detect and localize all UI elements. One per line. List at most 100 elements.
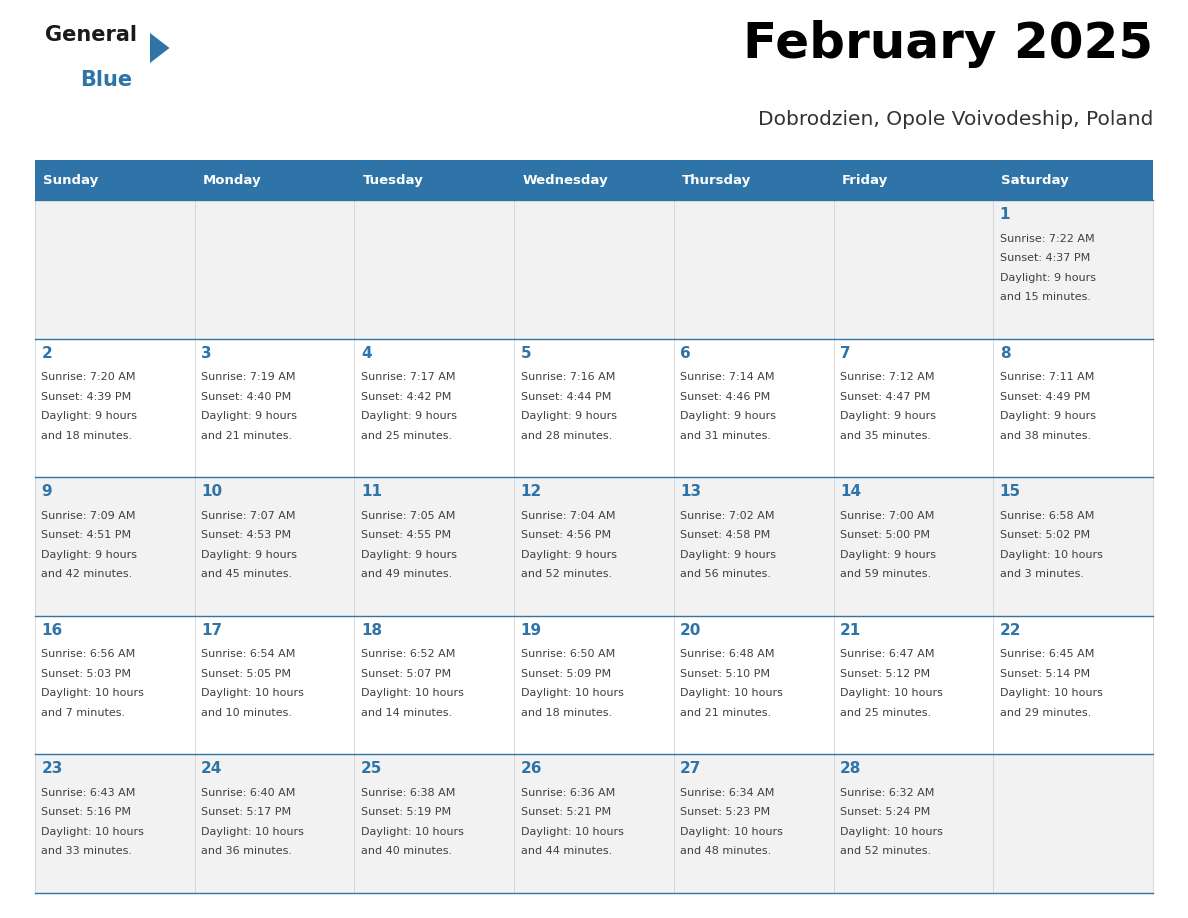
Text: Daylight: 9 hours: Daylight: 9 hours <box>681 550 776 560</box>
Text: Sunset: 5:21 PM: Sunset: 5:21 PM <box>520 808 611 817</box>
Bar <box>354 755 514 893</box>
Bar <box>674 160 834 200</box>
Text: 24: 24 <box>201 761 222 777</box>
Bar <box>34 755 195 893</box>
Bar <box>195 755 354 893</box>
Bar <box>195 200 354 339</box>
Text: Daylight: 10 hours: Daylight: 10 hours <box>361 688 463 699</box>
Bar <box>993 200 1154 339</box>
Bar <box>195 477 354 616</box>
Text: 7: 7 <box>840 345 851 361</box>
Text: and 52 minutes.: and 52 minutes. <box>520 569 612 579</box>
Text: and 10 minutes.: and 10 minutes. <box>201 708 292 718</box>
Text: February 2025: February 2025 <box>742 20 1154 68</box>
Text: 6: 6 <box>681 345 691 361</box>
Bar <box>674 616 834 755</box>
Text: Daylight: 10 hours: Daylight: 10 hours <box>201 688 304 699</box>
Text: Sunrise: 7:09 AM: Sunrise: 7:09 AM <box>42 510 135 521</box>
Text: Sunset: 5:17 PM: Sunset: 5:17 PM <box>201 808 291 817</box>
Text: Daylight: 9 hours: Daylight: 9 hours <box>840 411 936 421</box>
Text: Sunset: 5:24 PM: Sunset: 5:24 PM <box>840 808 930 817</box>
Bar <box>514 200 674 339</box>
Text: Daylight: 9 hours: Daylight: 9 hours <box>42 550 138 560</box>
Text: 13: 13 <box>681 484 701 499</box>
Text: Sunset: 5:14 PM: Sunset: 5:14 PM <box>999 669 1089 678</box>
Text: Sunset: 4:40 PM: Sunset: 4:40 PM <box>201 392 291 401</box>
Bar <box>993 160 1154 200</box>
Text: Daylight: 10 hours: Daylight: 10 hours <box>681 827 783 837</box>
Bar <box>834 200 993 339</box>
Text: Blue: Blue <box>80 70 132 90</box>
Text: 4: 4 <box>361 345 372 361</box>
Bar <box>993 477 1154 616</box>
Text: Daylight: 10 hours: Daylight: 10 hours <box>42 688 144 699</box>
Text: 9: 9 <box>42 484 52 499</box>
Text: 15: 15 <box>999 484 1020 499</box>
Text: Sunrise: 6:54 AM: Sunrise: 6:54 AM <box>201 649 296 659</box>
Text: Daylight: 10 hours: Daylight: 10 hours <box>840 827 943 837</box>
Text: Sunset: 5:07 PM: Sunset: 5:07 PM <box>361 669 451 678</box>
Text: Sunset: 4:44 PM: Sunset: 4:44 PM <box>520 392 611 401</box>
Text: 11: 11 <box>361 484 381 499</box>
Text: and 18 minutes.: and 18 minutes. <box>42 431 133 441</box>
Text: and 21 minutes.: and 21 minutes. <box>681 708 771 718</box>
Bar <box>674 200 834 339</box>
Bar <box>34 200 195 339</box>
Bar <box>354 200 514 339</box>
Text: and 36 minutes.: and 36 minutes. <box>201 846 292 856</box>
Text: Daylight: 10 hours: Daylight: 10 hours <box>840 688 943 699</box>
Text: Sunrise: 6:36 AM: Sunrise: 6:36 AM <box>520 788 614 798</box>
Text: Sunrise: 6:58 AM: Sunrise: 6:58 AM <box>999 510 1094 521</box>
Text: Daylight: 10 hours: Daylight: 10 hours <box>201 827 304 837</box>
Text: Daylight: 9 hours: Daylight: 9 hours <box>681 411 776 421</box>
Text: Sunrise: 6:34 AM: Sunrise: 6:34 AM <box>681 788 775 798</box>
Bar <box>674 477 834 616</box>
Text: and 40 minutes.: and 40 minutes. <box>361 846 451 856</box>
Text: Sunset: 5:09 PM: Sunset: 5:09 PM <box>520 669 611 678</box>
Text: and 14 minutes.: and 14 minutes. <box>361 708 451 718</box>
Text: 12: 12 <box>520 484 542 499</box>
Text: and 44 minutes.: and 44 minutes. <box>520 846 612 856</box>
Text: and 25 minutes.: and 25 minutes. <box>840 708 931 718</box>
Bar <box>834 477 993 616</box>
Text: and 15 minutes.: and 15 minutes. <box>999 292 1091 302</box>
Text: 3: 3 <box>201 345 211 361</box>
Text: Sunset: 5:23 PM: Sunset: 5:23 PM <box>681 808 770 817</box>
Bar <box>34 616 195 755</box>
Text: Sunrise: 6:45 AM: Sunrise: 6:45 AM <box>999 649 1094 659</box>
Text: Dobrodzien, Opole Voivodeship, Poland: Dobrodzien, Opole Voivodeship, Poland <box>758 110 1154 129</box>
Text: and 25 minutes.: and 25 minutes. <box>361 431 451 441</box>
Text: and 59 minutes.: and 59 minutes. <box>840 569 931 579</box>
Text: and 52 minutes.: and 52 minutes. <box>840 846 931 856</box>
Text: and 56 minutes.: and 56 minutes. <box>681 569 771 579</box>
Text: Sunset: 4:55 PM: Sunset: 4:55 PM <box>361 531 451 540</box>
Text: Sunset: 5:05 PM: Sunset: 5:05 PM <box>201 669 291 678</box>
Text: Sunday: Sunday <box>43 174 99 186</box>
Text: Sunrise: 6:56 AM: Sunrise: 6:56 AM <box>42 649 135 659</box>
Text: Sunset: 5:19 PM: Sunset: 5:19 PM <box>361 808 451 817</box>
Text: and 31 minutes.: and 31 minutes. <box>681 431 771 441</box>
Text: Sunset: 5:12 PM: Sunset: 5:12 PM <box>840 669 930 678</box>
Text: Sunset: 4:53 PM: Sunset: 4:53 PM <box>201 531 291 540</box>
Bar <box>195 339 354 477</box>
Text: Daylight: 9 hours: Daylight: 9 hours <box>201 411 297 421</box>
Text: Sunset: 5:02 PM: Sunset: 5:02 PM <box>999 531 1089 540</box>
Text: and 28 minutes.: and 28 minutes. <box>520 431 612 441</box>
Text: and 29 minutes.: and 29 minutes. <box>999 708 1091 718</box>
Text: and 3 minutes.: and 3 minutes. <box>999 569 1083 579</box>
Text: and 42 minutes.: and 42 minutes. <box>42 569 133 579</box>
Bar <box>34 160 195 200</box>
Bar <box>354 339 514 477</box>
Text: Sunrise: 6:32 AM: Sunrise: 6:32 AM <box>840 788 934 798</box>
Text: 27: 27 <box>681 761 702 777</box>
Text: and 45 minutes.: and 45 minutes. <box>201 569 292 579</box>
Bar <box>195 160 354 200</box>
Text: 10: 10 <box>201 484 222 499</box>
Text: Sunrise: 6:38 AM: Sunrise: 6:38 AM <box>361 788 455 798</box>
Polygon shape <box>150 33 170 63</box>
Text: 18: 18 <box>361 622 383 638</box>
Text: Sunrise: 7:11 AM: Sunrise: 7:11 AM <box>999 372 1094 382</box>
Text: Sunset: 4:58 PM: Sunset: 4:58 PM <box>681 531 771 540</box>
Text: Daylight: 9 hours: Daylight: 9 hours <box>361 550 457 560</box>
Text: Sunset: 5:03 PM: Sunset: 5:03 PM <box>42 669 132 678</box>
